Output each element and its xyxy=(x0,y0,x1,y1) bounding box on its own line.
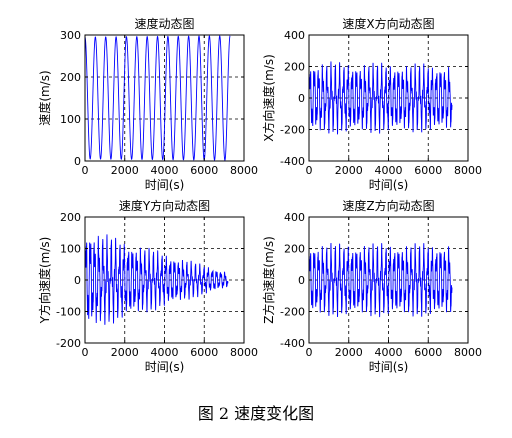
y-tick-label: -200 xyxy=(280,124,305,137)
x-tick-label: 4000 xyxy=(151,164,179,177)
y-tick-label: -200 xyxy=(280,306,305,319)
x-tick-label: 6000 xyxy=(190,346,218,359)
y-tick-label: 100 xyxy=(60,243,81,256)
y-tick-label: 0 xyxy=(74,155,81,168)
y-tick-label: -200 xyxy=(56,337,81,350)
x-tick-label: 2000 xyxy=(111,164,139,177)
chart-title: 速度Y方向动态图 xyxy=(119,198,210,213)
y-tick-label: -400 xyxy=(280,155,305,168)
x-tick-label: 8000 xyxy=(454,164,482,177)
series-line-speed-z xyxy=(308,242,453,318)
figure-canvas: 0 2000 4000 6000 80000100200300速度动态图时间(s)速度(… xyxy=(37,16,482,374)
chart-speed-x: 0 2000 4000 6000 8000 -400 -200 0 200 400 速度X方向动态图… xyxy=(261,16,482,192)
x-axis-label: 时间(s) xyxy=(369,178,409,192)
x-axis-label: 时间(s) xyxy=(145,360,185,374)
chart-title: 速度X方向动态图 xyxy=(342,16,434,31)
y-axis-label: Z方向速度(m/s) xyxy=(261,236,276,324)
y-tick-label: 300 xyxy=(60,29,81,42)
chart-title: 速度动态图 xyxy=(134,16,194,31)
y-tick-label: 200 xyxy=(60,211,81,224)
x-tick-label: 2000 xyxy=(335,164,363,177)
y-tick-label: 100 xyxy=(60,113,81,126)
y-tick-label: 0 xyxy=(298,92,305,105)
x-tick-label: 0 xyxy=(306,346,313,359)
y-tick-label: 200 xyxy=(284,243,305,256)
y-axis-label: 速度(m/s) xyxy=(37,70,52,125)
x-tick-label: 8000 xyxy=(454,346,482,359)
series-line-speed-x xyxy=(308,61,453,135)
x-tick-label: 6000 xyxy=(414,346,442,359)
x-tick-label: 0 xyxy=(82,346,89,359)
x-tick-label: 0 xyxy=(82,164,89,177)
y-tick-label: 400 xyxy=(284,29,305,42)
y-tick-label: 0 xyxy=(298,274,305,287)
x-tick-label: 8000 xyxy=(230,164,258,177)
chart-speed-y: 0 2000 4000 6000 8000 -200 -100 0 100 200 速度Y方向动态图… xyxy=(37,198,258,374)
x-axis-label: 时间(s) xyxy=(369,360,409,374)
y-tick-label: -100 xyxy=(56,306,81,319)
x-tick-label: 0 xyxy=(306,164,313,177)
x-tick-label: 2000 xyxy=(111,346,139,359)
x-tick-label: 6000 xyxy=(190,164,218,177)
x-tick-label: 4000 xyxy=(375,164,403,177)
x-tick-label: 4000 xyxy=(151,346,179,359)
series-line-speed xyxy=(84,35,231,161)
x-tick-label: 8000 xyxy=(230,346,258,359)
series-line-speed-y xyxy=(84,234,229,325)
y-axis-label: X方向速度(m/s) xyxy=(261,54,276,142)
x-tick-label: 4000 xyxy=(375,346,403,359)
y-tick-label: 200 xyxy=(60,71,81,84)
y-axis-label: Y方向速度(m/s) xyxy=(37,237,52,325)
y-tick-label: 200 xyxy=(284,61,305,74)
x-tick-label: 2000 xyxy=(335,346,363,359)
x-axis-label: 时间(s) xyxy=(145,178,185,192)
y-tick-label: 0 xyxy=(74,274,81,287)
figure-caption: 图 2 速度变化图 xyxy=(197,404,315,423)
y-tick-label: 400 xyxy=(284,211,305,224)
chart-title: 速度Z方向动态图 xyxy=(342,198,434,213)
chart-speed-z: 0 2000 4000 6000 8000 -400 -200 0 200 400 速度Z方向动态图… xyxy=(261,198,482,374)
x-tick-label: 6000 xyxy=(414,164,442,177)
y-tick-label: -400 xyxy=(280,337,305,350)
